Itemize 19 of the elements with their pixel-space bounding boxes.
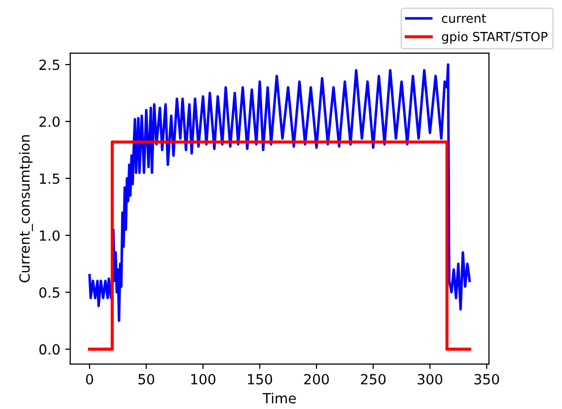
x-tick-label: 0 [86,374,94,384]
x-tick-label: 50 [138,374,154,384]
x-tick-label: 250 [360,374,386,384]
x-tick-label: 350 [474,374,500,384]
y-tick-label: 1.0 [40,230,60,241]
x-axis-title: Time [262,392,296,404]
y-tick-label: 2.0 [39,116,60,127]
y-tick-label: 0.5 [39,287,60,298]
y-tick-label: 0.0 [39,344,60,355]
x-tick-label: 150 [248,374,272,384]
y-axis-title: Current_consumtpion [19,135,33,282]
legend-label: current [442,14,486,23]
line-series [88,63,471,322]
y-tick-label: 2.5 [39,60,60,70]
x-tick-label: 200 [304,374,329,384]
y-tick-label: 1.5 [40,174,60,184]
legend-label: gpio START/STOP [442,32,548,44]
x-tick-label: 100 [191,374,216,384]
x-tick-label: 300 [418,374,442,384]
